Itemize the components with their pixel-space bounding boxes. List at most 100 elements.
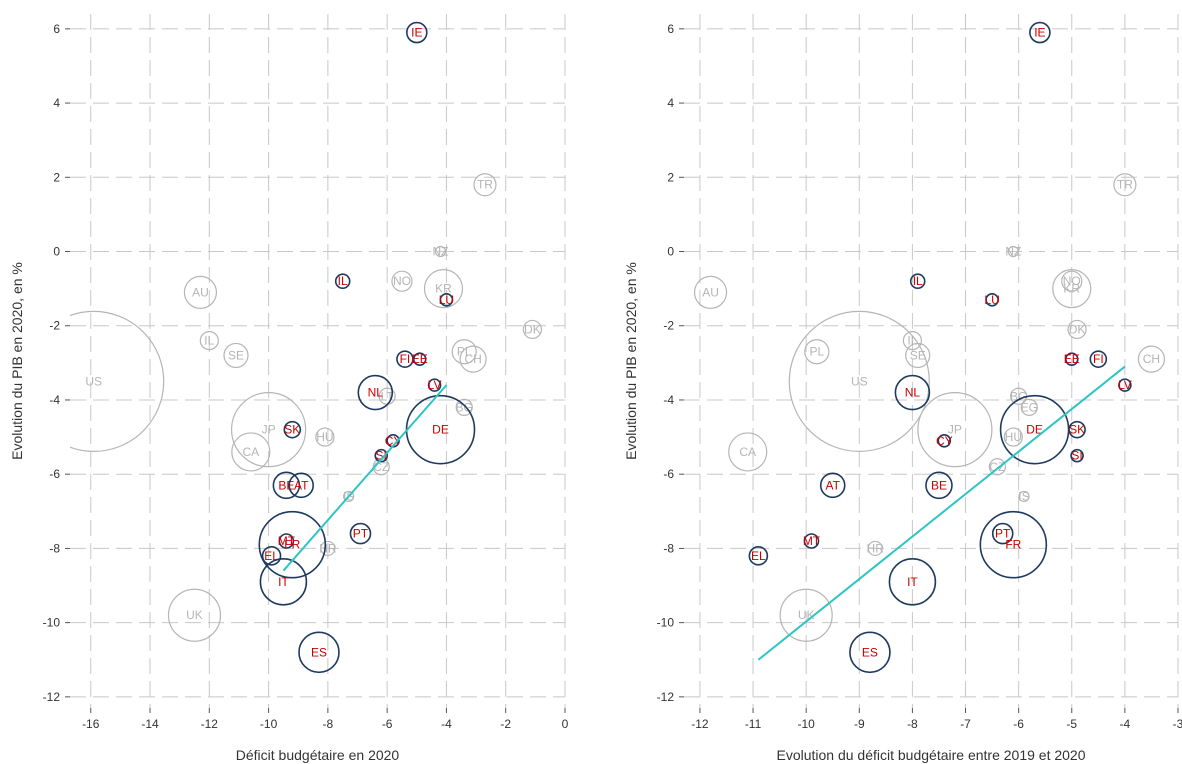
y-tick-label: 6 bbox=[53, 22, 60, 36]
point-cy-label: CY bbox=[385, 434, 402, 448]
point-cy-marker bbox=[937, 433, 952, 448]
point-fi-marker bbox=[396, 350, 414, 368]
point-eg-marker bbox=[1020, 398, 1038, 416]
point-hr-marker bbox=[320, 540, 336, 557]
point-lv-label: LV bbox=[1118, 378, 1132, 392]
point-fr-label: FR bbox=[1005, 538, 1021, 552]
x-tick-label: -11 bbox=[745, 717, 762, 731]
point-dk-marker bbox=[522, 319, 542, 340]
point-ca-marker bbox=[231, 432, 271, 472]
point-de-label: DE bbox=[1026, 423, 1043, 437]
right-y-axis-title: Evolution du PIB en 2020, en % bbox=[623, 262, 639, 460]
point-se-label: SE bbox=[228, 348, 244, 362]
point-cz-marker bbox=[988, 458, 1006, 476]
point-at-label: AT bbox=[294, 478, 309, 492]
y-tick-label: -2 bbox=[663, 319, 674, 333]
point-nl-label: NL bbox=[368, 386, 384, 400]
point-pl-marker bbox=[804, 339, 830, 365]
y-tick-label: -6 bbox=[49, 467, 60, 481]
point-mt-label: MT bbox=[278, 534, 296, 548]
point-tr-marker bbox=[473, 173, 497, 197]
point-hu-label: HU bbox=[1005, 430, 1022, 444]
point-pt-label: PT bbox=[353, 527, 369, 541]
point-dk-marker bbox=[1067, 319, 1087, 340]
right-grid: -12 -11 -10 -9 -8 -7 -6 -5 -4 -3 6 4 2 0 -2 -4 -6 -8 -10 -1… bbox=[657, 14, 1182, 731]
point-ee-label: EE bbox=[412, 352, 428, 366]
y-tick-label: 4 bbox=[667, 96, 674, 110]
left-y-axis-title: Evolution du PIB en 2020, en % bbox=[9, 262, 25, 460]
x-tick-label: -4 bbox=[441, 717, 452, 731]
point-nz-marker bbox=[434, 245, 447, 258]
point-nl-label: NL bbox=[905, 386, 921, 400]
y-tick-label: -4 bbox=[49, 393, 60, 407]
x-tick-label: -16 bbox=[82, 717, 100, 731]
point-il-marker bbox=[199, 330, 219, 351]
point-us-label: US bbox=[851, 374, 868, 388]
point-ca-label: CA bbox=[739, 445, 756, 459]
point-at-marker bbox=[819, 472, 846, 499]
point-jp-label: JP bbox=[948, 423, 962, 437]
point-bg-label: BG bbox=[1010, 389, 1027, 403]
point-il-marker bbox=[334, 273, 351, 290]
point-mt-marker bbox=[803, 533, 820, 549]
point-hu-marker bbox=[315, 427, 335, 447]
point-fi-label: FI bbox=[400, 352, 411, 366]
point-no-label: NO bbox=[393, 274, 411, 288]
point-at-label: AT bbox=[826, 478, 841, 492]
point-si-label: SI bbox=[376, 449, 387, 463]
y-tick-label: -4 bbox=[663, 393, 674, 407]
point-fi-label: FI bbox=[1093, 352, 1104, 366]
point-be-marker bbox=[272, 471, 301, 500]
y-tick-label: -8 bbox=[663, 541, 674, 555]
point-uk-label: UK bbox=[798, 608, 815, 622]
left-grid: -16 -14 -12 -10 -8 -6 -4 -2 0 6 4 2 0 -2 -4 -6 -8 -10 -12 bbox=[43, 14, 569, 731]
point-sk-marker bbox=[283, 420, 302, 439]
y-tick-label: -2 bbox=[49, 319, 60, 333]
point-ie-label: IE bbox=[1034, 26, 1045, 40]
point-it-marker bbox=[888, 558, 937, 606]
point-sk-marker bbox=[1068, 420, 1086, 439]
y-tick-label: 4 bbox=[53, 96, 60, 110]
point-is-label: IS bbox=[1018, 489, 1029, 503]
left-x-axis-title: Déficit budgétaire en 2020 bbox=[236, 747, 400, 763]
point-ee-marker bbox=[1064, 352, 1079, 366]
x-tick-label: -6 bbox=[382, 717, 393, 731]
point-mt-marker bbox=[278, 533, 295, 549]
point-uk-marker bbox=[779, 588, 833, 642]
point-is-marker bbox=[343, 490, 355, 503]
point-au-label: AU bbox=[702, 285, 719, 299]
point-lv-label: LV bbox=[428, 378, 442, 392]
point-il-label: IL bbox=[907, 334, 917, 348]
left-marks: TRNZNOKRAUDKILSEPLCHUSLTBGJPHUCACZISHRUK… bbox=[70, 21, 542, 674]
point-kr-marker bbox=[423, 269, 464, 309]
point-ch-marker bbox=[1137, 345, 1166, 373]
point-nl-marker bbox=[894, 374, 931, 411]
y-tick-label: 2 bbox=[667, 170, 674, 184]
y-tick-label: -12 bbox=[43, 690, 61, 704]
point-kr-label: KR bbox=[435, 282, 452, 296]
right-trendline bbox=[757, 365, 1126, 661]
point-hr-label: HR bbox=[867, 541, 885, 555]
x-tick-label: -3 bbox=[1173, 717, 1182, 731]
point-lv-marker bbox=[1118, 378, 1132, 392]
point-se-label: SE bbox=[910, 348, 926, 362]
point-pt-marker bbox=[991, 522, 1014, 545]
point-uk-label: UK bbox=[186, 608, 203, 622]
point-no-marker bbox=[391, 270, 413, 292]
point-il-label: IL bbox=[204, 334, 214, 348]
point-dk-label: DK bbox=[524, 322, 541, 336]
point-el-marker bbox=[748, 546, 769, 566]
point-be-label: BE bbox=[278, 478, 294, 492]
y-tick-label: -10 bbox=[657, 616, 675, 630]
point-tr-label: TR bbox=[1117, 178, 1133, 192]
point-es-marker bbox=[849, 631, 891, 674]
point-sk-label: SK bbox=[284, 423, 300, 437]
point-fr-label: FR bbox=[284, 538, 300, 552]
point-si-marker bbox=[1070, 448, 1084, 463]
point-be-label: BE bbox=[931, 478, 947, 492]
point-tr-label: TR bbox=[477, 178, 493, 192]
point-ie-label: IE bbox=[411, 26, 422, 40]
point-il-label: IL bbox=[913, 274, 923, 288]
